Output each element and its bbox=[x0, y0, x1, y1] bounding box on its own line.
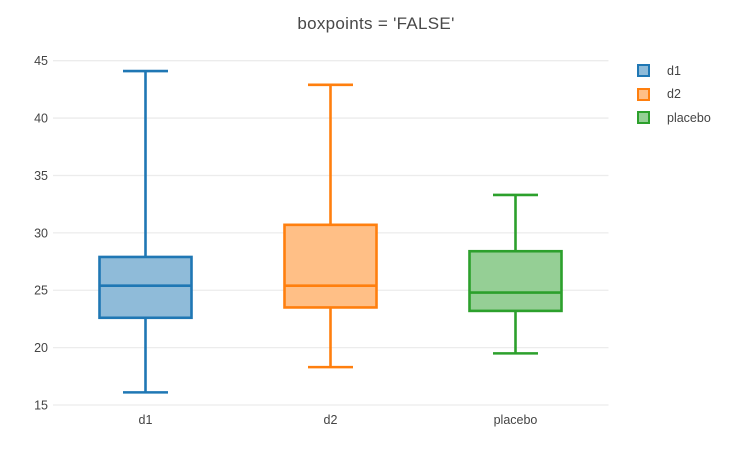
y-tick-label: 40 bbox=[34, 112, 48, 126]
x-tick-label: placebo bbox=[494, 413, 538, 427]
box-rect[interactable] bbox=[283, 223, 378, 309]
legend-swatch bbox=[637, 87, 650, 101]
y-tick-label: 30 bbox=[34, 226, 48, 240]
legend: d1 d2 placebo bbox=[637, 59, 711, 130]
legend-swatch bbox=[637, 64, 650, 78]
box-placebo[interactable] bbox=[468, 193, 563, 355]
box-d2[interactable] bbox=[283, 83, 378, 369]
y-tick-label: 45 bbox=[34, 54, 48, 68]
box-rect[interactable] bbox=[98, 255, 193, 320]
x-tick-label: d2 bbox=[324, 413, 338, 427]
legend-item-placebo[interactable]: placebo bbox=[637, 106, 711, 130]
legend-swatch bbox=[637, 111, 650, 125]
legend-item-d2[interactable]: d2 bbox=[637, 83, 711, 107]
y-tick-label: 15 bbox=[34, 399, 48, 413]
legend-label: d2 bbox=[667, 87, 681, 102]
box-rect[interactable] bbox=[468, 249, 563, 313]
legend-label: d1 bbox=[667, 63, 681, 78]
legend-item-d1[interactable]: d1 bbox=[637, 59, 711, 83]
y-tick-label: 35 bbox=[34, 169, 48, 183]
x-tick-label: d1 bbox=[139, 413, 153, 427]
y-tick-label: 25 bbox=[34, 284, 48, 298]
chart-title: boxpoints = 'FALSE' bbox=[297, 14, 455, 33]
y-tick-label: 20 bbox=[34, 341, 48, 355]
legend-label: placebo bbox=[667, 110, 711, 125]
box-d1[interactable] bbox=[98, 69, 193, 394]
